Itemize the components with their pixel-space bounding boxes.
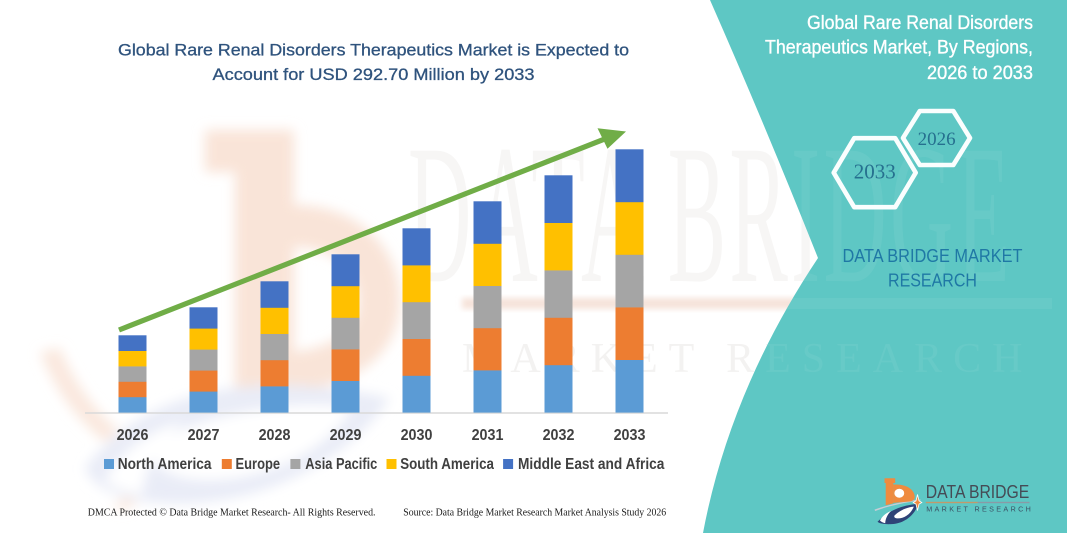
svg-text:Source: Data Bridge Market Res: Source: Data Bridge Market Research Mark… bbox=[403, 508, 666, 519]
svg-text:Middle East and Africa: Middle East and Africa bbox=[518, 456, 664, 473]
svg-text:Account for USD 292.70 Million: Account for USD 292.70 Million by 2033 bbox=[213, 65, 535, 84]
svg-text:DMCA Protected © Data Bridge M: DMCA Protected © Data Bridge Market Rese… bbox=[88, 508, 376, 519]
svg-text:Global Rare Renal Disorders Th: Global Rare Renal Disorders Therapeutics… bbox=[118, 41, 629, 60]
svg-text:Therapeutics Market, By Region: Therapeutics Market, By Regions, bbox=[765, 37, 1033, 58]
svg-text:2027: 2027 bbox=[188, 427, 220, 444]
svg-text:2031: 2031 bbox=[472, 427, 504, 444]
svg-text:2029: 2029 bbox=[330, 427, 362, 444]
svg-text:DATA BRIDGE: DATA BRIDGE bbox=[926, 482, 1030, 502]
svg-text:Europe: Europe bbox=[236, 456, 281, 473]
svg-text:2028: 2028 bbox=[259, 427, 291, 444]
svg-text:Global Rare Renal Disorders: Global Rare Renal Disorders bbox=[807, 13, 1033, 34]
svg-text:South America: South America bbox=[400, 456, 494, 473]
svg-text:Asia Pacific: Asia Pacific bbox=[305, 456, 377, 473]
svg-text:2032: 2032 bbox=[543, 427, 575, 444]
svg-text:2033: 2033 bbox=[614, 427, 646, 444]
svg-text:2030: 2030 bbox=[401, 427, 433, 444]
svg-text:MARKET RESEARCH: MARKET RESEARCH bbox=[926, 505, 1033, 514]
svg-text:RESEARCH: RESEARCH bbox=[888, 270, 977, 291]
svg-text:2026: 2026 bbox=[918, 129, 956, 150]
svg-text:North America: North America bbox=[118, 456, 212, 473]
svg-text:2033: 2033 bbox=[854, 160, 896, 184]
svg-text:2026 to 2033: 2026 to 2033 bbox=[927, 63, 1033, 84]
svg-text:DATA BRIDGE MARKET: DATA BRIDGE MARKET bbox=[843, 245, 1023, 266]
svg-text:2026: 2026 bbox=[117, 427, 149, 444]
